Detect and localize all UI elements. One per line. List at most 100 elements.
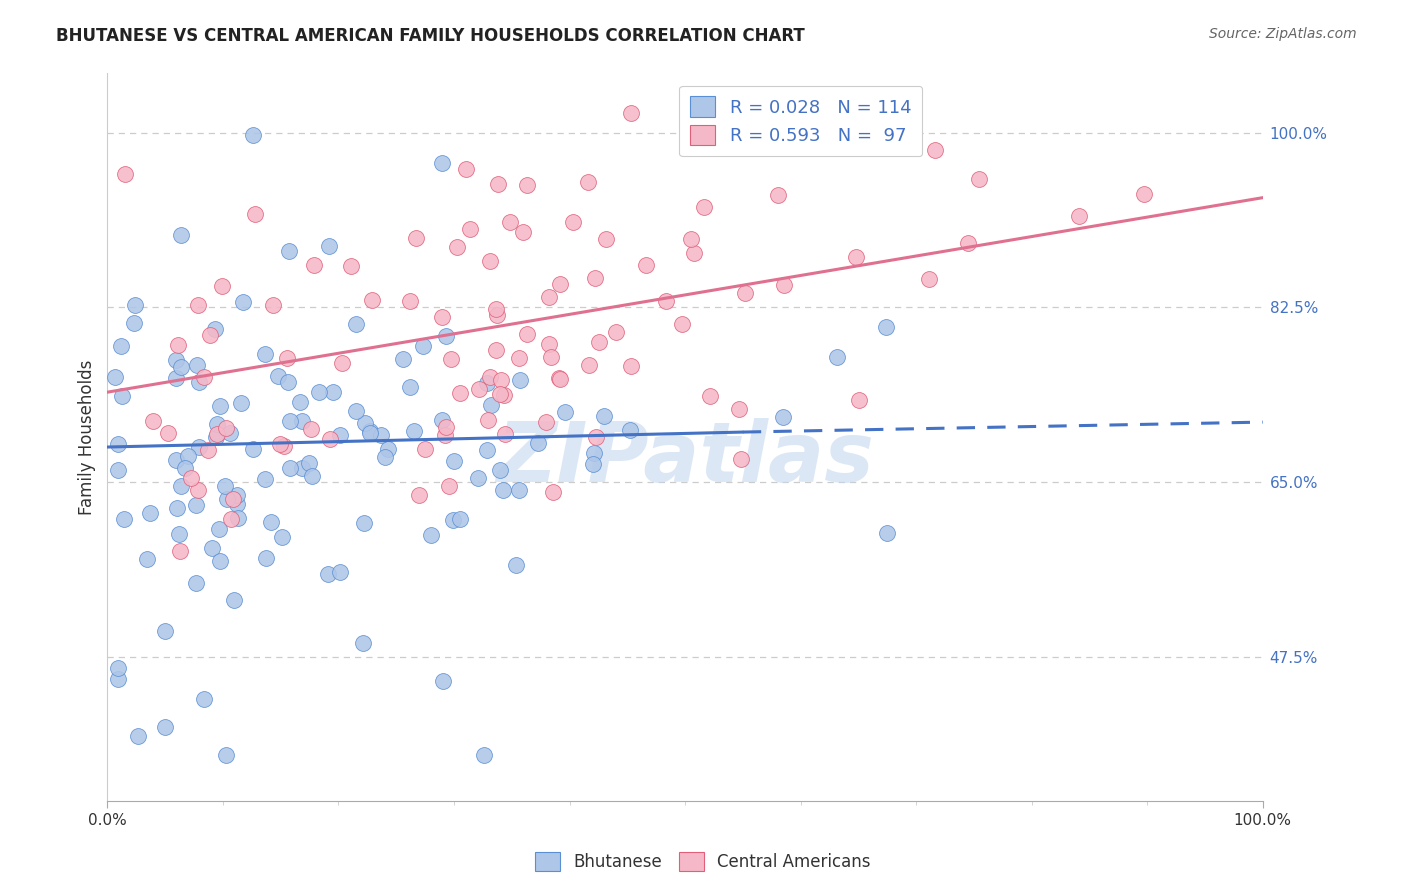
Point — [184, 575, 207, 590]
Point — [585, 430, 607, 444]
Point — [582, 446, 605, 460]
Point — [304, 258, 326, 272]
Point — [548, 277, 571, 291]
Point — [180, 471, 202, 485]
Point — [434, 329, 457, 343]
Point — [548, 372, 571, 386]
Point — [340, 259, 363, 273]
Point — [253, 472, 276, 486]
Point — [208, 400, 231, 414]
Point — [186, 499, 208, 513]
Point — [449, 512, 471, 526]
Point — [825, 350, 848, 364]
Text: ZIPatlas: ZIPatlas — [496, 418, 875, 500]
Point — [516, 327, 538, 342]
Point — [540, 350, 562, 364]
Point — [419, 528, 441, 542]
Point — [957, 236, 980, 251]
Point — [619, 424, 641, 438]
Point — [278, 461, 301, 475]
Point — [408, 487, 430, 501]
Point — [467, 471, 489, 485]
Point — [595, 232, 617, 246]
Point — [654, 294, 676, 309]
Point — [291, 460, 314, 475]
Point — [208, 553, 231, 567]
Point — [508, 351, 530, 366]
Point — [541, 484, 564, 499]
Point — [359, 425, 381, 440]
Point — [269, 436, 291, 450]
Point — [219, 512, 242, 526]
Point — [478, 370, 501, 384]
Point — [167, 526, 190, 541]
Point — [620, 359, 643, 373]
Point — [868, 106, 890, 120]
Point — [299, 422, 322, 436]
Point — [505, 558, 527, 573]
Point — [225, 488, 247, 502]
Point — [165, 371, 187, 385]
Point — [330, 356, 353, 370]
Point — [924, 143, 946, 157]
Point — [399, 380, 422, 394]
Point — [278, 414, 301, 428]
Point — [499, 214, 522, 228]
Point — [224, 592, 246, 607]
Point — [509, 373, 531, 387]
Point — [432, 310, 454, 325]
Point — [166, 501, 188, 516]
Point — [730, 451, 752, 466]
Point — [135, 552, 157, 566]
Point — [477, 376, 499, 391]
Point — [361, 293, 384, 307]
Point — [576, 175, 599, 189]
Point — [242, 128, 264, 143]
Point — [845, 250, 868, 264]
Point — [433, 428, 456, 442]
Point — [538, 290, 561, 304]
Point — [486, 177, 509, 191]
Point — [124, 316, 146, 330]
Point — [634, 258, 657, 272]
Point — [271, 530, 294, 544]
Point — [186, 358, 208, 372]
Point — [165, 453, 187, 467]
Point — [316, 567, 339, 582]
Point — [242, 442, 264, 457]
Point — [288, 395, 311, 409]
Point — [211, 279, 233, 293]
Point — [344, 403, 367, 417]
Point — [201, 541, 224, 555]
Point — [359, 424, 381, 438]
Point — [437, 479, 460, 493]
Point — [489, 387, 512, 401]
Point — [170, 227, 193, 242]
Point — [319, 432, 342, 446]
Point — [112, 512, 135, 526]
Point — [193, 692, 215, 706]
Point — [561, 215, 583, 229]
Point — [208, 522, 231, 536]
Point — [491, 483, 513, 497]
Point — [443, 454, 465, 468]
Point — [412, 339, 434, 353]
Point — [187, 298, 209, 312]
Point — [277, 376, 299, 390]
Point — [225, 497, 247, 511]
Point — [222, 491, 245, 506]
Point — [583, 271, 606, 285]
Point — [228, 511, 250, 525]
Point — [354, 416, 377, 430]
Point — [204, 429, 226, 443]
Point — [142, 415, 165, 429]
Point — [155, 624, 177, 638]
Point — [166, 338, 188, 352]
Point — [377, 442, 399, 456]
Point — [157, 426, 180, 441]
Point — [402, 424, 425, 438]
Point — [197, 443, 219, 458]
Point — [683, 245, 706, 260]
Point — [193, 369, 215, 384]
Point — [845, 136, 868, 150]
